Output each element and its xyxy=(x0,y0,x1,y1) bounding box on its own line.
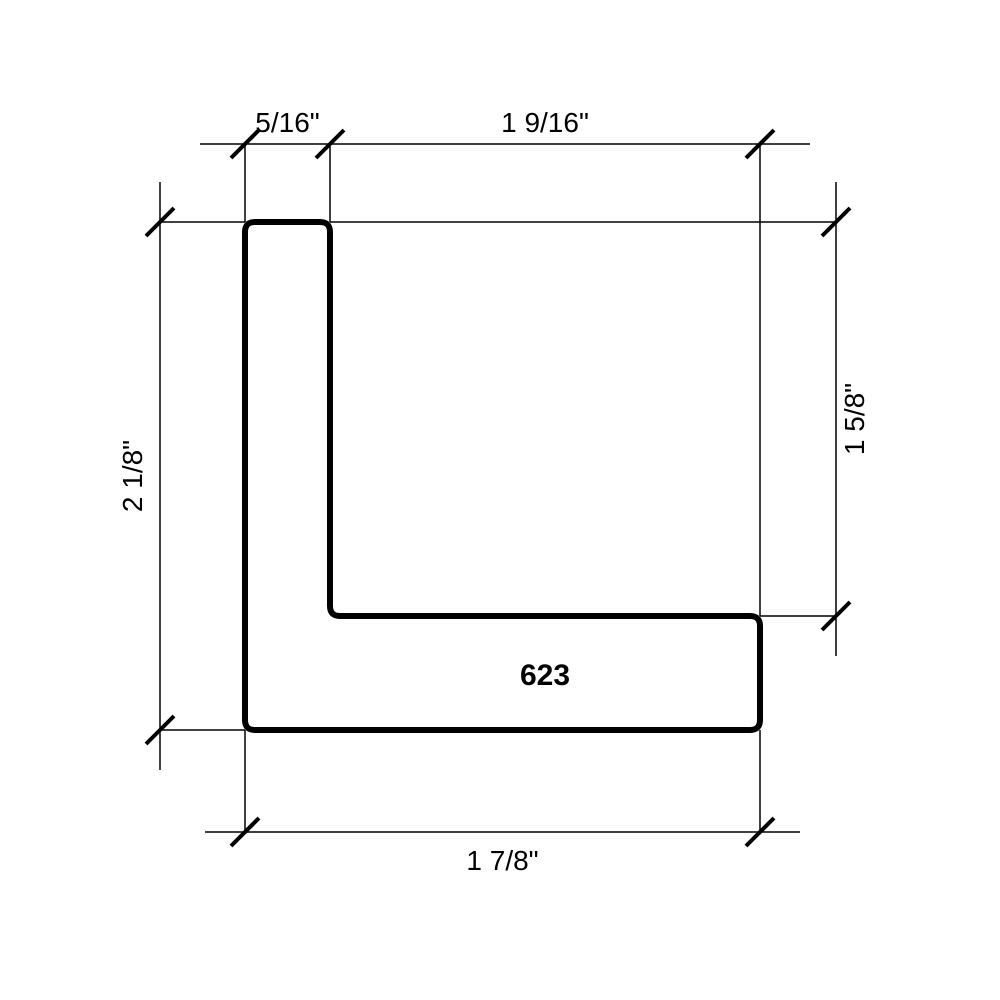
dim-label-top-left: 5/16" xyxy=(255,107,319,138)
dim-label-bottom: 1 7/8" xyxy=(466,845,538,876)
profile-outline xyxy=(245,222,760,730)
part-number: 623 xyxy=(520,659,570,692)
dim-label-top-right: 1 9/16" xyxy=(501,107,589,138)
dim-label-left: 2 1/8" xyxy=(117,440,148,512)
dim-label-right: 1 5/8" xyxy=(839,383,870,455)
